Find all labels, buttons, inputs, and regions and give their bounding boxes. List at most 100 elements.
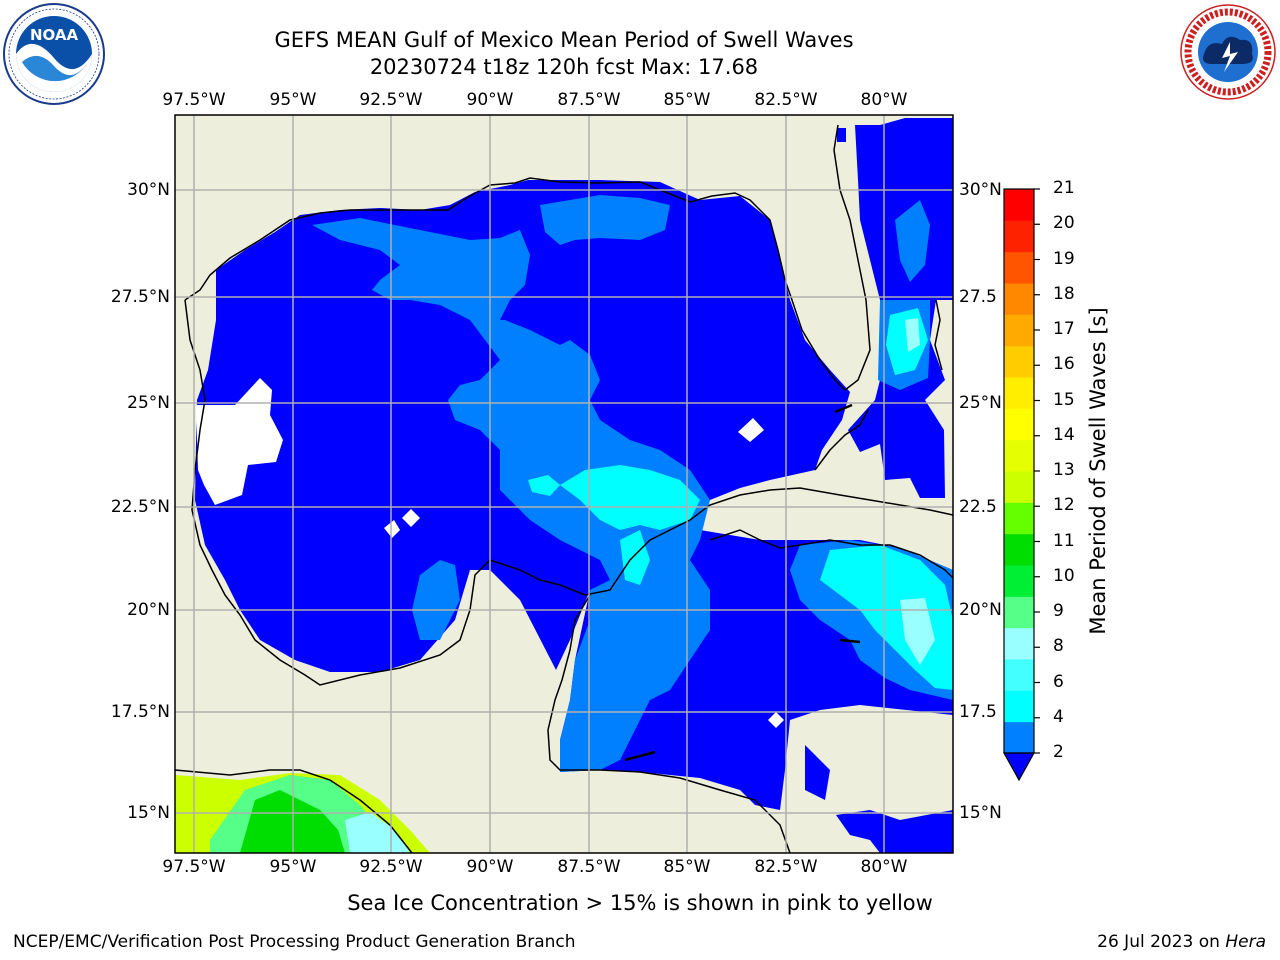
colorbar-tick-label: 20 xyxy=(1053,213,1075,234)
swell-band-8s xyxy=(900,598,935,665)
lat-label-right: 27.5 xyxy=(959,287,997,307)
lon-label-top: 92.5°W xyxy=(359,90,423,110)
swell-band-4s xyxy=(895,200,930,282)
colorbar-extend-triangle xyxy=(1002,752,1036,782)
lat-label-left: 17.5°N xyxy=(110,702,170,722)
pacific-water-9s xyxy=(345,812,410,853)
footer-right: 26 Jul 2023 on Hera xyxy=(1097,932,1266,952)
lat-label-left: 25°N xyxy=(127,393,170,413)
map-subtitle: 20230724 t18z 120h fcst Max: 17.68 xyxy=(369,55,759,79)
no-data-patch xyxy=(402,509,420,527)
colorbar-tick-label: 6 xyxy=(1053,671,1064,692)
colorbar-tick-label: 4 xyxy=(1053,706,1064,727)
noaa-wordmark: NOAA xyxy=(30,26,79,44)
colorbar-tick-label: 17 xyxy=(1053,319,1075,339)
swell-band-4s xyxy=(448,320,710,772)
colorbar-tick-label: 12 xyxy=(1053,495,1075,516)
coastline xyxy=(175,124,953,853)
lon-label-top: 90°W xyxy=(466,90,514,110)
colorbar-tick-label: 8 xyxy=(1053,636,1064,657)
colorbar-band xyxy=(1004,502,1034,535)
nws-logo xyxy=(1180,4,1276,100)
footer-host: Hera xyxy=(1225,932,1266,952)
map-title: GEFS MEAN Gulf of Mexico Mean Period of … xyxy=(274,28,854,52)
lat-label-right: 30°N xyxy=(959,180,1002,200)
colorbar-band xyxy=(1004,690,1034,723)
atlantic-water xyxy=(805,745,830,800)
graticule xyxy=(175,115,953,853)
colorbar-tick-label: 11 xyxy=(1053,530,1075,551)
colorbar-tick-label: 18 xyxy=(1053,283,1075,304)
colorbar-tick-label: 13 xyxy=(1053,460,1075,480)
colorbar-band xyxy=(1004,439,1034,472)
lat-label-right: 22.5 xyxy=(959,497,997,517)
colorbar xyxy=(1002,188,1040,782)
colorbar-band xyxy=(1004,251,1034,284)
colorbar-band xyxy=(1004,533,1034,566)
lon-label-top: 95°W xyxy=(269,90,317,110)
lon-label-bottom: 85°W xyxy=(663,857,711,877)
lon-label-top: 85°W xyxy=(663,90,711,110)
swell-band-4s xyxy=(540,195,670,245)
atlantic-water xyxy=(836,810,953,853)
colorbar-tick-label: 16 xyxy=(1053,354,1075,375)
lat-label-left: 22.5°N xyxy=(110,497,170,517)
lat-label-right: 15°N xyxy=(959,803,1002,823)
map-frame xyxy=(174,114,954,854)
colorbar-band xyxy=(1004,408,1034,441)
lon-label-bottom: 95°W xyxy=(269,857,317,877)
lon-label-top: 97.5°W xyxy=(162,90,226,110)
colorbar-tick-label: 14 xyxy=(1053,424,1075,445)
colorbar-band xyxy=(1004,659,1034,691)
colorbar-band xyxy=(1004,314,1034,347)
colorbar-band xyxy=(1004,627,1034,660)
colorbar-tick-label: 19 xyxy=(1053,248,1075,269)
lat-label-right: 17.5 xyxy=(959,702,997,722)
swell-band-8s xyxy=(905,318,920,352)
lon-label-top: 87.5°W xyxy=(557,90,621,110)
lon-label-top: 80°W xyxy=(860,90,908,110)
noaa-logo: NOAA xyxy=(3,3,105,105)
no-data-patch xyxy=(196,378,283,505)
colorbar-band xyxy=(1004,345,1034,378)
colorbar-label: Mean Period of Swell Waves [s] xyxy=(1086,307,1110,635)
colorbar-band xyxy=(1004,189,1034,221)
lon-label-bottom: 82.5°W xyxy=(754,857,818,877)
colorbar-band xyxy=(1004,721,1034,754)
swell-band-6s xyxy=(560,465,700,530)
lat-label-right: 25°N xyxy=(959,393,1002,413)
footer-date: 26 Jul 2023 on xyxy=(1097,932,1226,952)
lon-label-bottom: 80°W xyxy=(860,857,908,877)
colorbar-tick-label: 10 xyxy=(1053,565,1075,586)
lat-label-left: 27.5°N xyxy=(110,287,170,307)
lat-label-right: 20°N xyxy=(959,600,1002,620)
lon-label-bottom: 92.5°W xyxy=(359,857,423,877)
caption-text: Sea Ice Concentration > 15% is shown in … xyxy=(347,891,933,915)
colorbar-band xyxy=(1004,565,1034,597)
colorbar-tick-label: 9 xyxy=(1053,601,1064,621)
lat-label-left: 30°N xyxy=(127,180,170,200)
lon-label-bottom: 87.5°W xyxy=(557,857,621,877)
lon-label-bottom: 90°W xyxy=(466,857,514,877)
colorbar-band xyxy=(1004,596,1034,629)
atlantic-water xyxy=(837,128,846,142)
islands xyxy=(624,403,861,762)
lon-label-bottom: 97.5°W xyxy=(162,857,226,877)
swell-band-4s xyxy=(412,560,460,640)
no-data-patch xyxy=(738,418,764,442)
footer-left: NCEP/EMC/Verification Post Processing Pr… xyxy=(13,932,576,952)
colorbar-band xyxy=(1004,220,1034,253)
colorbar-tick-label: 2 xyxy=(1053,742,1064,762)
no-data-patch xyxy=(768,712,784,728)
lon-label-top: 82.5°W xyxy=(754,90,818,110)
colorbar-tick-label: 15 xyxy=(1053,389,1075,410)
swell-band-6s xyxy=(528,475,560,496)
swell-band-6s xyxy=(620,530,650,585)
colorbar-tick-label: 21 xyxy=(1053,178,1075,198)
swell-band-4s xyxy=(312,218,530,320)
colorbar-band xyxy=(1004,283,1034,315)
caption: Sea Ice Concentration > 15% is shown in … xyxy=(0,891,1280,915)
lat-label-left: 15°N xyxy=(127,803,170,823)
no-data-patch xyxy=(384,520,400,538)
